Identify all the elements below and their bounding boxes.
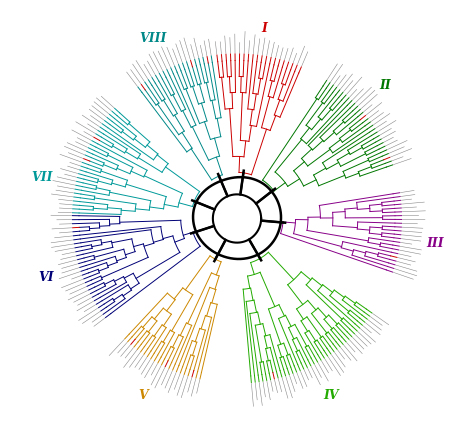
Text: VI: VI — [38, 271, 54, 284]
Text: III: III — [427, 237, 444, 250]
Text: I: I — [261, 21, 267, 35]
Text: VIII: VIII — [139, 32, 166, 45]
Text: V: V — [138, 389, 148, 402]
Text: IV: IV — [323, 389, 338, 402]
Text: II: II — [380, 79, 392, 92]
Text: VII: VII — [31, 171, 52, 184]
